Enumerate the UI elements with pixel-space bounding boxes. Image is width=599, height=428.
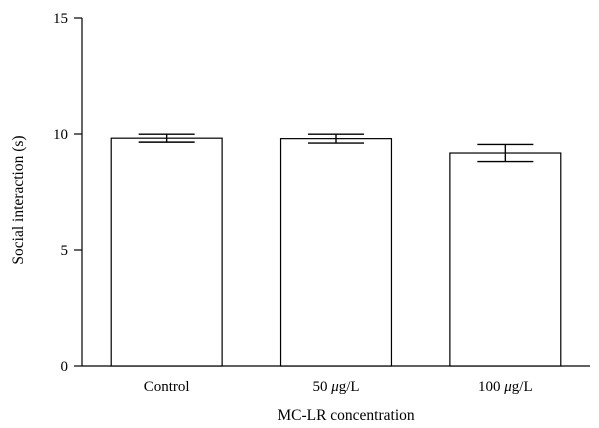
error-bar: [308, 133, 364, 144]
bar: [279, 138, 393, 367]
y-axis: 0 5 10 15: [53, 11, 83, 375]
x-tick-label: 100 μg/L: [478, 379, 533, 395]
error-bar: [138, 133, 195, 143]
y-tick-label: 10: [53, 127, 68, 143]
x-tick-label: Control: [144, 379, 190, 395]
y-axis-title: Social interaction (s): [10, 135, 27, 264]
error-bars: [138, 133, 534, 163]
bar: [110, 137, 223, 367]
x-axis-title: MC-LR concentration: [277, 407, 415, 424]
bars: [110, 137, 562, 367]
y-tick-label: 15: [53, 11, 68, 27]
x-tick-label: 50 μg/L: [312, 379, 359, 395]
x-tick-labels: Control 50 μg/L 100 μg/L: [144, 379, 533, 395]
bar: [449, 152, 562, 367]
y-tick-label: 0: [61, 359, 69, 375]
error-bar: [477, 143, 534, 163]
y-tick-label: 5: [61, 243, 69, 259]
